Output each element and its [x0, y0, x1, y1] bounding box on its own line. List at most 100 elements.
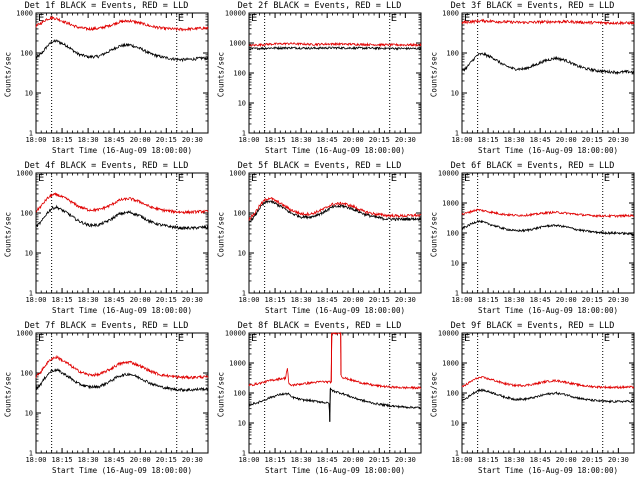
x-tick-label: 18:45: [104, 136, 125, 144]
y-tick-label: 1: [242, 290, 246, 298]
marker-label: E: [391, 13, 397, 24]
y-tick-label: 100: [446, 230, 459, 238]
detector-panel-5: 1 10 100 1000 18:00 18:15 18:30 18:45 20:00 20:15…: [213, 160, 426, 320]
series-line-lld: [35, 191, 209, 215]
x-tick-label: 20:15: [582, 296, 603, 304]
x-tick-label: 18:45: [530, 136, 551, 144]
x-tick-label: 20:30: [182, 296, 203, 304]
marker-label: E: [178, 333, 184, 344]
x-tick-label: 18:30: [291, 296, 312, 304]
marker-label: E: [38, 13, 44, 24]
panel-title: Det 4f BLACK = Events, RED = LLD: [24, 161, 189, 171]
series-line-lld: [35, 15, 209, 32]
x-tick-label: 20:30: [395, 136, 416, 144]
y-tick-label: 100: [20, 370, 33, 378]
marker-label: E: [464, 173, 470, 184]
marker-label: E: [464, 13, 470, 24]
x-tick-label: 18:15: [478, 136, 499, 144]
x-tick-label: 18:15: [478, 296, 499, 304]
marker-label: E: [251, 13, 257, 24]
panel-plot: 1 10 100 1000 18:00 18:15 18:30 18:45 20:00 20:15…: [16, 330, 209, 464]
panel-title: Det 8f BLACK = Events, RED = LLD: [237, 321, 402, 331]
x-axis-label: Start Time (16-Aug-09 18:00:00): [478, 146, 618, 155]
x-tick-label: 20:15: [156, 136, 177, 144]
series-line-lld: [248, 41, 422, 48]
y-tick-label: 100: [233, 70, 246, 78]
y-tick-label: 100: [233, 210, 246, 218]
y-tick-label: 100: [233, 390, 246, 398]
x-axis-label: Start Time (16-Aug-09 18:00:00): [52, 306, 192, 315]
y-tick-label: 10: [238, 100, 246, 108]
series-line-lld: [248, 197, 422, 221]
marker-label: E: [251, 333, 257, 344]
x-axis-label: Start Time (16-Aug-09 18:00:00): [265, 146, 405, 155]
panel-plot: 1 10 100 1000 10000 18:00 18:15 18:30 18:45 20:00…: [225, 10, 422, 144]
x-tick-label: 18:00: [238, 136, 259, 144]
x-tick-label: 18:30: [291, 136, 312, 144]
x-tick-label: 18:00: [238, 456, 259, 464]
x-tick-label: 18:00: [25, 296, 46, 304]
panel-title: Det 9f BLACK = Events, RED = LLD: [450, 321, 615, 331]
x-tick-label: 18:30: [78, 136, 99, 144]
y-axis-label: Counts/sec: [216, 371, 226, 418]
x-tick-label: 18:15: [265, 456, 286, 464]
x-tick-label: 18:30: [504, 296, 525, 304]
series-line-events: [35, 38, 208, 63]
x-tick-label: 20:30: [395, 456, 416, 464]
series-line-events: [461, 219, 635, 236]
panel-plot: 1 10 100 1000 18:00 18:15 18:30 18:45 20:00 20:15…: [16, 170, 209, 304]
x-axis-label: Start Time (16-Aug-09 18:00:00): [265, 466, 405, 475]
y-tick-label: 100: [446, 390, 459, 398]
y-tick-label: 1: [455, 130, 459, 138]
series-line-events: [248, 387, 422, 412]
y-axis-label: Counts/sec: [216, 211, 226, 258]
y-tick-label: 1000: [16, 10, 33, 18]
y-axis-label: Counts/sec: [429, 371, 439, 418]
plot-frame: [248, 12, 422, 134]
y-tick-label: 1: [242, 130, 246, 138]
series-line-events: [35, 368, 209, 393]
plot-frame: [35, 12, 209, 134]
x-tick-label: 20:15: [582, 456, 603, 464]
x-axis-label: Start Time (16-Aug-09 18:00:00): [265, 306, 405, 315]
panel-plot: 1 10 100 1000 10000 18:00 18:15 18:30 18:45 20:00…: [438, 170, 635, 304]
marker-label: E: [38, 333, 44, 344]
y-tick-label: 1000: [442, 200, 459, 208]
x-tick-label: 18:30: [291, 456, 312, 464]
panel-title: Det 7f BLACK = Events, RED = LLD: [24, 321, 189, 331]
y-tick-label: 1000: [229, 40, 246, 48]
y-tick-label: 10000: [438, 330, 459, 338]
x-tick-label: 18:15: [52, 136, 73, 144]
y-tick-label: 10000: [225, 10, 246, 18]
y-tick-label: 10: [25, 90, 33, 98]
marker-label: E: [391, 333, 397, 344]
y-axis-label: Counts/sec: [216, 51, 226, 98]
series-line-lld: [35, 354, 209, 380]
x-tick-label: 18:45: [317, 456, 338, 464]
marker-label: E: [178, 173, 184, 184]
y-tick-label: 1000: [442, 360, 459, 368]
x-tick-label: 18:45: [317, 136, 338, 144]
y-tick-label: 1: [29, 130, 33, 138]
x-tick-label: 20:00: [130, 456, 151, 464]
plot-frame: [35, 332, 209, 454]
detector-panel-8: 1 10 100 1000 10000 18:00 18:15 18:30 18:45 20:00…: [213, 320, 426, 480]
x-tick-label: 18:15: [265, 296, 286, 304]
series-line-lld: [461, 18, 635, 26]
x-tick-label: 18:00: [451, 136, 472, 144]
y-tick-label: 1: [455, 290, 459, 298]
y-tick-label: 10: [25, 410, 33, 418]
x-tick-label: 20:30: [395, 296, 416, 304]
marker-label: E: [464, 333, 470, 344]
x-tick-label: 18:15: [478, 456, 499, 464]
plot-frame: [461, 12, 635, 134]
x-tick-label: 18:15: [52, 296, 73, 304]
x-tick-label: 18:00: [451, 456, 472, 464]
x-tick-label: 20:30: [608, 136, 629, 144]
x-tick-label: 18:45: [530, 296, 551, 304]
x-tick-label: 18:00: [25, 456, 46, 464]
detector-panel-7: 1 10 100 1000 18:00 18:15 18:30 18:45 20:00 20:15…: [0, 320, 213, 480]
x-tick-label: 20:30: [182, 456, 203, 464]
panel-title: Det 2f BLACK = Events, RED = LLD: [237, 1, 402, 11]
x-tick-label: 20:30: [182, 136, 203, 144]
